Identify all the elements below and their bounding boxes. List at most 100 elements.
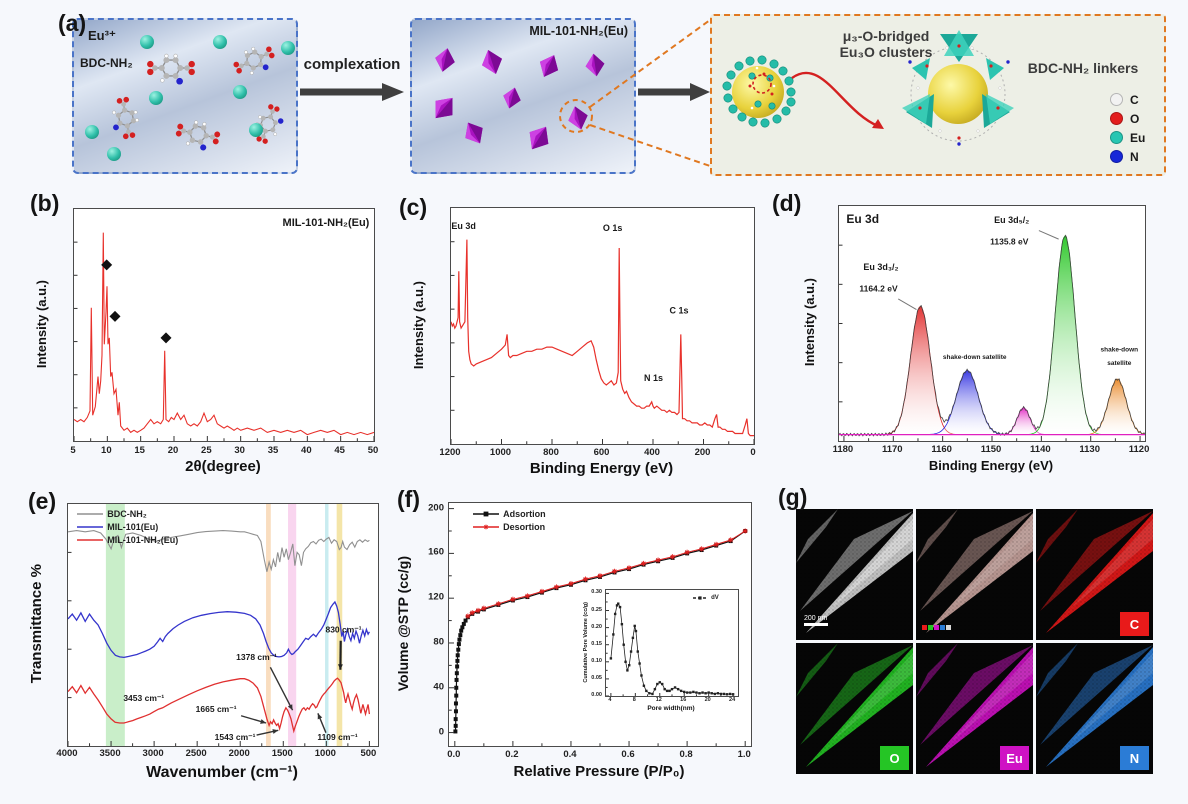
tick-label: 8 [632,697,636,703]
isotherm-ylabel: Volume @STP (cc/g) [395,555,411,692]
cluster-illustration [722,30,1014,146]
tick-label: 1.0 [737,749,751,760]
element-chip-label: C [1130,617,1140,632]
svg-text:Eu 3d₅/₂: Eu 3d₅/₂ [994,215,1029,225]
tick-label: 1200 [439,447,461,458]
isotherm-canvas [449,508,748,746]
isotherm-xticks: 0.0 0.2 0.4 0.6 0.8 1.0 [447,749,751,762]
eds-map-image [916,509,1033,640]
eds-map-image: 200 nm [796,509,913,640]
tick-label: 0 [438,726,444,738]
svg-text:satellite: satellite [1107,360,1132,367]
precursor-illustration [85,35,295,161]
eu3d-xlabel: Binding Energy (eV) [928,458,1054,473]
svg-text:830 cm⁻¹: 830 cm⁻¹ [325,624,361,634]
tick-label: 4 [608,697,612,703]
svg-text:N 1s: N 1s [644,373,663,383]
MIL-101-NH₂(Eu)-trace [73,232,375,436]
svg-text:O 1s: O 1s [603,223,623,233]
panel-g-label: (g) [778,484,808,510]
tick-label: 24 [729,697,736,703]
pore-legend: dV [693,594,719,602]
element-chip-label: O [889,751,899,766]
pore-inset: Cumulative Pore Volume (cc/g) 0.00 0.05 0.… [581,583,745,719]
legend-row-eu: Eu [1110,128,1145,147]
panel-b-xrd: (b) Intensity (a.u.) MIL-101-NH₂(Eu) 5 10… [20,182,390,482]
tick-label: 0.20 [591,623,602,630]
isotherm-yticks: 0 40 80 120 160 200 [417,502,447,745]
eds-tile-overlay [916,509,1033,640]
tick-label: 1160 [931,444,952,455]
panel-g-eds: (g) 200 nm C O Eu N [770,484,1180,800]
svg-text:1109 cm⁻¹: 1109 cm⁻¹ [317,732,358,742]
panel-d-label: (d) [772,190,802,216]
eds-tile-stem: 200 nm [796,509,913,640]
panel-a-label: (a) [58,10,87,36]
eds-tile-nitrogen: N [1036,643,1153,774]
xrd-xlabel: 2θ(degree) [185,458,261,475]
survey-ylabel: Intensity (a.u.) [410,280,426,370]
eds-tile-oxygen: O [796,643,913,774]
survey-plot: Eu 3d O 1s N 1s C 1s [450,207,755,445]
n-atom-icon [1110,150,1123,163]
eu3d-peak-0 [880,305,961,436]
tick-label: 10 [101,445,112,456]
eds-map-image: O [796,643,913,774]
tick-label: 3500 [99,748,121,759]
tick-label: 40 [433,681,444,693]
tick-label: 400 [644,447,660,458]
tick-label: 20 [167,445,179,456]
tick-label: 1000 [314,748,336,759]
pore-plot: dV [605,589,739,697]
tick-label: 1170 [881,444,903,455]
tick-label: 3000 [142,748,164,759]
tick-label: 200 [428,502,444,514]
survey-xticks: 1200 1000 800 600 400 200 0 [439,447,755,460]
tick-label: 12 [655,697,662,703]
dV-trace [610,602,734,695]
legend-label: Desortion [503,522,546,533]
svg-text:1543 cm⁻¹: 1543 cm⁻¹ [215,732,256,742]
svg-text:Eu 3d: Eu 3d [846,212,879,226]
MIL-101-NH₂(Eu)-trace [67,677,371,734]
Desortion-trace [467,530,746,617]
xrd-canvas: MIL-101-NH₂(Eu) [73,217,375,441]
tick-label: 800 [543,447,559,458]
ftir-canvas: 3453 cm⁻¹ 1665 cm⁻¹ 1543 cm⁻¹ 1378 cm⁻¹ 1109… [67,504,371,746]
o-atom-icon [1110,112,1123,125]
tick-label: 16 [680,697,687,703]
tick-label: 40 [301,445,312,456]
xrd-plot: MIL-101-NH₂(Eu) [73,208,375,442]
panel-c-label: (c) [399,194,428,220]
reaction-arrow-icon [300,83,404,101]
legend-row-o: O [1110,109,1145,128]
tick-label: 30 [234,445,245,456]
cluster-caption-line1: μ₃-O-bridged [842,28,930,44]
legend-label: BDC-NH₂ [107,509,147,520]
tick-label: 160 [428,546,444,558]
survey-canvas: Eu 3d O 1s N 1s C 1s [450,221,755,444]
xrd-xticks: 5 10 15 20 25 30 35 40 45 50 [70,445,378,458]
svg-text:Eu 3d: Eu 3d [451,221,476,231]
isotherm-xlabel: Relative Pressure (P/P₀) [513,763,685,780]
legend-row-n: N [1110,147,1145,166]
legend-label: MIL-101-NH₂(Eu) [107,535,179,546]
svg-text:1164.2 eV: 1164.2 eV [859,283,898,293]
tick-label: 1120 [1128,444,1150,455]
pore-xlabel: Pore width(nm) [647,705,695,712]
ftir-xlabel: Wavenumber (cm⁻¹) [146,764,298,781]
panel-b-label: (b) [30,190,60,216]
tick-label: 1180 [832,444,854,455]
svg-text:shake-down: shake-down [1101,346,1139,353]
ftir-xticks: 4000 3500 3000 2500 2000 1500 1000 500 [56,748,377,761]
tick-label: 0.00 [591,692,602,698]
svg-text:C 1s: C 1s [669,305,688,315]
cluster-zoom-box: μ₃-O-bridged Eu₃O clusters BDC-NH₂ linke… [710,14,1166,176]
tick-label: 50 [367,445,379,456]
tick-label: 2000 [228,748,250,759]
tick-label: 0.10 [591,657,602,664]
svg-text:shake-down satellite: shake-down satellite [943,354,1007,361]
tick-label: 500 [360,748,377,759]
c-atom-icon [1110,93,1123,106]
tick-label: 5 [70,445,76,456]
